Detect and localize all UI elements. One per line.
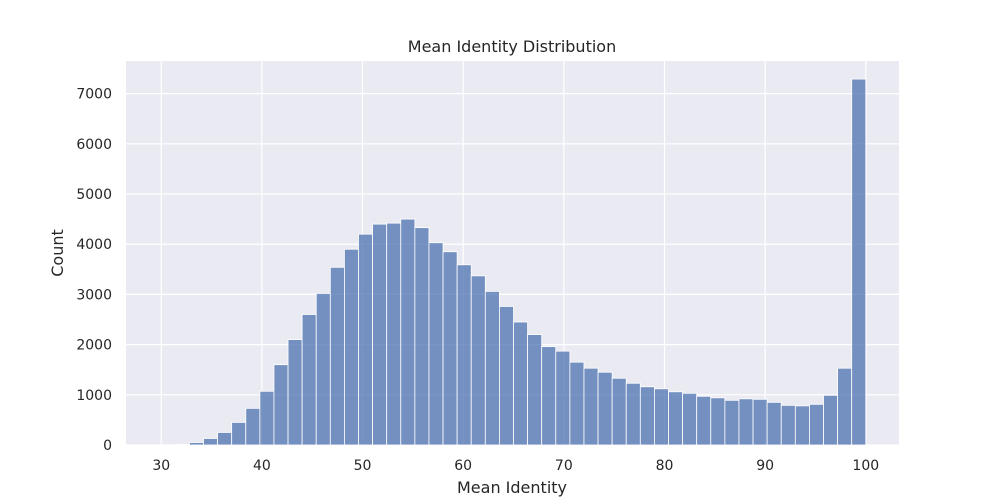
histogram-bar [499, 306, 514, 446]
histogram-bar [301, 314, 317, 446]
chart-title: Mean Identity Distribution [408, 37, 616, 56]
y-axis-label: Count [48, 229, 67, 277]
histogram-bar [780, 404, 796, 446]
x-axis-label: Mean Identity [457, 478, 567, 497]
histogram-bar [400, 218, 416, 446]
histogram-bar [710, 397, 726, 446]
histogram-bar [597, 371, 613, 446]
histogram-bar [837, 367, 853, 446]
x-tick-label: 100 [852, 458, 879, 474]
y-tick-label: 3000 [76, 287, 112, 303]
y-tick-label: 1000 [76, 388, 112, 404]
histogram-bar [329, 266, 345, 446]
histogram-bar [231, 422, 247, 446]
histogram-bar [555, 350, 571, 446]
histogram-bar [738, 398, 754, 446]
histogram-bar [442, 251, 458, 446]
y-tick-label: 7000 [76, 87, 112, 103]
y-tick-label: 2000 [76, 338, 112, 354]
histogram-bar [203, 438, 218, 446]
histogram-bar [724, 399, 740, 446]
y-axis-ticks: 0 1000 2000 3000 4000 5000 6000 7000 [76, 87, 112, 454]
histogram-bar [456, 264, 472, 446]
histogram-bar [541, 346, 557, 446]
histogram-bars [174, 78, 867, 446]
x-tick-label: 50 [354, 458, 372, 474]
histogram-bar [358, 233, 373, 446]
histogram-bar [428, 242, 444, 446]
histogram-bar [639, 386, 655, 446]
histogram-bar [414, 227, 430, 446]
histogram-bar [273, 364, 289, 446]
histogram-bar [823, 394, 839, 446]
histogram-bar [611, 377, 627, 446]
histogram-bar [625, 382, 641, 446]
histogram-bar [668, 391, 684, 446]
histogram-bar [654, 388, 669, 446]
histogram-bar [470, 275, 486, 446]
histogram-bar [766, 401, 782, 446]
histogram-bar [189, 442, 204, 446]
histogram-bar [344, 248, 359, 446]
histogram-bar [583, 367, 599, 446]
histogram-bar [696, 395, 712, 446]
histogram-bar [794, 405, 810, 446]
histogram-bar [809, 403, 824, 446]
y-tick-label: 0 [103, 438, 112, 454]
histogram-bar [484, 290, 500, 446]
histogram-bar [752, 398, 768, 446]
histogram-bar [287, 339, 303, 446]
x-tick-label: 30 [152, 458, 170, 474]
histogram-bar [513, 321, 528, 446]
histogram-bar [527, 334, 543, 446]
histogram-bar [682, 392, 698, 446]
y-tick-label: 4000 [76, 237, 112, 253]
y-tick-label: 6000 [76, 137, 112, 153]
histogram-bar [569, 361, 585, 446]
histogram-bar [372, 223, 388, 446]
x-axis-ticks: 30 40 50 60 70 80 90 100 [152, 458, 879, 474]
histogram-bar [245, 407, 261, 446]
x-tick-label: 40 [253, 458, 271, 474]
histogram-bar [851, 78, 867, 446]
histogram-bar [217, 432, 233, 446]
histogram-bar [174, 444, 190, 446]
x-tick-label: 60 [454, 458, 472, 474]
y-tick-label: 5000 [76, 187, 112, 203]
histogram-bar [386, 222, 402, 446]
x-tick-label: 70 [555, 458, 573, 474]
x-tick-label: 90 [756, 458, 774, 474]
histogram-bar [315, 293, 331, 446]
x-tick-label: 80 [656, 458, 674, 474]
histogram-bar [259, 390, 275, 446]
